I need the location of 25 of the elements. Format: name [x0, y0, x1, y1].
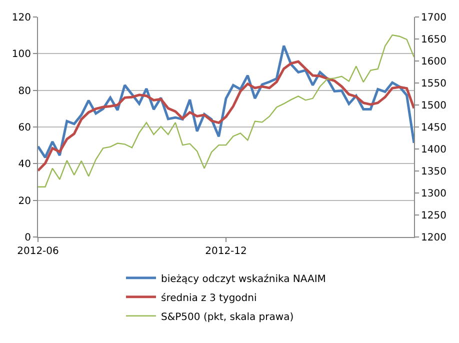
y2-tick-label: 1400: [421, 144, 446, 156]
y2-tick-label: 1250: [421, 210, 446, 222]
y-tick-label: 100: [12, 49, 31, 60]
y-tick-label: 40: [18, 159, 31, 170]
y2-tick-label: 1700: [421, 12, 446, 24]
x-tick-label: 2012-12: [205, 246, 247, 257]
y2-tick-label: 1450: [421, 122, 446, 134]
y-tick-label: 120: [12, 12, 31, 24]
y2-tick-label: 1550: [421, 78, 446, 90]
line-series: [38, 60, 414, 172]
y2-tick-label: 1500: [421, 100, 446, 112]
legend-label: średnia z 3 tygodni: [161, 292, 257, 304]
y-tick-label: 20: [18, 196, 31, 207]
legend-label: S&P500 (pkt, skala prawa): [161, 312, 294, 323]
y2-tick-label: 1200: [421, 232, 446, 244]
legend-label: bieżący odczyt wskaźnika NAAIM: [161, 272, 326, 285]
y2-tick-label: 1350: [421, 166, 446, 178]
y-tick-label: 60: [18, 122, 31, 134]
y2-tick-label: 1300: [421, 188, 446, 200]
line-series: [38, 34, 414, 188]
y2-tick-label: 1650: [421, 34, 446, 46]
y-tick-label: 80: [18, 86, 31, 97]
y-tick-label: 0: [24, 232, 31, 244]
y2-tick-label: 1600: [421, 56, 446, 68]
x-tick-label: 2012-06: [17, 246, 59, 257]
